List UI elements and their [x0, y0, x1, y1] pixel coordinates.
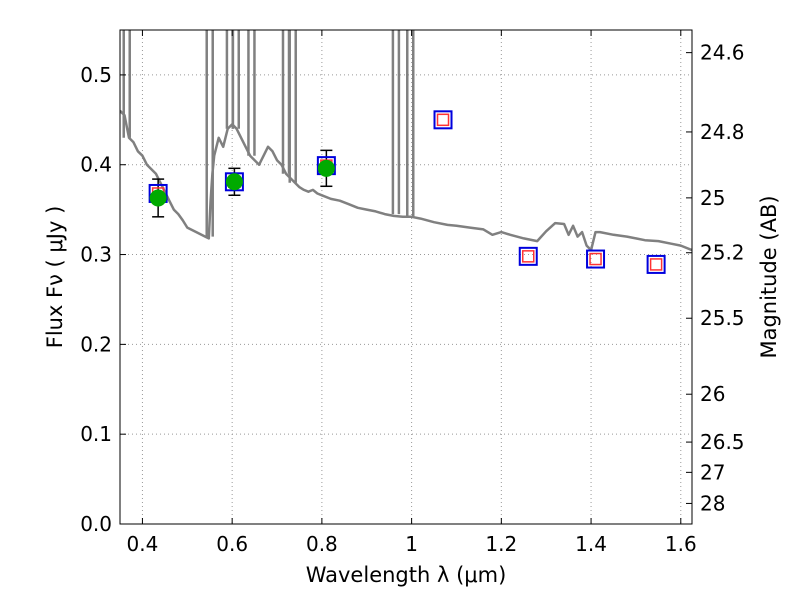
y-tick-label: 0.4: [80, 153, 112, 177]
x-tick-label: 1.2: [485, 532, 517, 556]
synthetic-flux-marker: [518, 246, 538, 266]
y-tick-label: 0.5: [80, 63, 112, 87]
y-axis-label: Flux Fν ( μJy ): [43, 206, 67, 349]
y-tick-label: 0.1: [80, 422, 112, 446]
synthetic-flux-inner-marker: [649, 258, 663, 271]
model-emission-spike: [205, 30, 214, 237]
x-tick-label: 0.6: [216, 532, 248, 556]
synthetic-flux-marker: [586, 249, 606, 269]
x-tick-label: 0.4: [127, 532, 159, 556]
y2-tick-label: 25: [700, 186, 725, 210]
synthetic-flux-inner-marker: [436, 113, 450, 127]
model-spectrum-line: [120, 109, 692, 252]
synthetic-flux-inner-marker: [522, 250, 535, 263]
plot-frame: [119, 29, 693, 525]
model-emission-spike: [281, 30, 291, 174]
x-axis-label: Wavelength λ (μm): [306, 563, 507, 587]
observed-flux-point: [149, 189, 167, 207]
x-tick-label: 1.4: [575, 532, 607, 556]
y2-tick-label: 25.5: [700, 306, 745, 330]
y-tick-label: 0.0: [80, 512, 112, 536]
model-emission-spike: [288, 30, 297, 183]
model-emission-spike: [406, 30, 415, 217]
observed-flux-point: [225, 173, 243, 191]
model-emission-spike: [122, 30, 131, 138]
x-tick-label: 1: [405, 532, 418, 556]
y2-tick-label: 28: [700, 491, 725, 515]
y-tick-label: 0.2: [80, 332, 112, 356]
y2-tick-label: 24.6: [700, 41, 745, 65]
y-tick-label: 0.3: [80, 243, 112, 267]
model-emission-spike: [391, 30, 401, 215]
data-markers: [148, 110, 666, 274]
model-emission-spike: [231, 30, 240, 129]
y2-axis-label: Magnitude (AB): [757, 195, 781, 358]
y2-tick-label: 27: [700, 460, 725, 484]
y2-tick-label: 26: [700, 382, 725, 406]
observed-flux-point: [317, 159, 335, 177]
synthetic-flux-marker: [433, 110, 453, 130]
synthetic-flux-marker: [646, 254, 666, 274]
plot-area: [120, 30, 692, 274]
y2-tick-label: 25.2: [700, 241, 745, 265]
axis-ticks: 0.4 0.6 0.8 1 1.2 1.4 1.6 0.0 0.1 0.2 0.3 0.4 0.5 24.…: [80, 30, 745, 556]
model-emission-spike: [247, 30, 256, 156]
y2-tick-label: 26.5: [700, 430, 745, 454]
x-tick-label: 0.8: [306, 532, 338, 556]
model-spectrum: [120, 30, 692, 252]
x-tick-label: 1.6: [665, 532, 697, 556]
y2-tick-label: 24.8: [700, 120, 745, 144]
synthetic-flux-inner-marker: [589, 252, 602, 266]
